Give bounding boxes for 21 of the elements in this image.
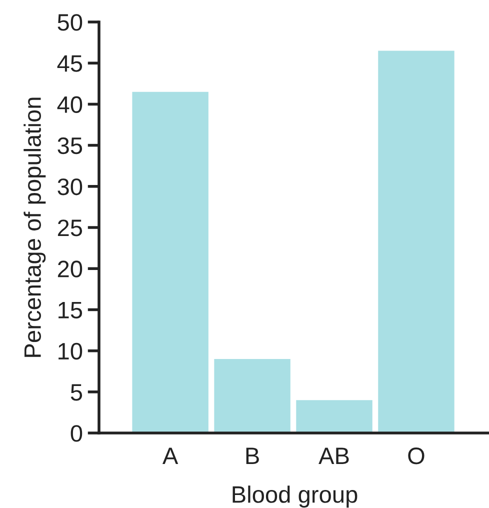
x-tick-label: B bbox=[246, 448, 259, 464]
x-tick-label: AB bbox=[318, 448, 349, 464]
bar bbox=[132, 92, 208, 433]
y-tick-label: 30 bbox=[58, 178, 82, 196]
y-tick-label: 35 bbox=[58, 137, 82, 154]
y-tick-label: 0 bbox=[70, 425, 82, 442]
y-tick-label: 45 bbox=[57, 55, 82, 72]
y-tick-label: 20 bbox=[58, 260, 82, 278]
x-axis-title: Blood group bbox=[232, 486, 358, 508]
x-tick-label: A bbox=[162, 448, 178, 464]
y-tick-label: 10 bbox=[58, 342, 82, 360]
bar bbox=[378, 50, 454, 433]
y-tick-label: 50 bbox=[58, 14, 82, 31]
bar bbox=[296, 400, 372, 433]
y-axis-title: Percentage of population bbox=[24, 98, 46, 357]
y-tick-label: 5 bbox=[70, 384, 82, 401]
y-tick-label: 40 bbox=[57, 96, 82, 113]
y-tick-label: 15 bbox=[58, 302, 82, 318]
x-tick-label: O bbox=[408, 448, 424, 464]
bar bbox=[214, 359, 290, 433]
y-tick-label: 25 bbox=[58, 220, 82, 236]
